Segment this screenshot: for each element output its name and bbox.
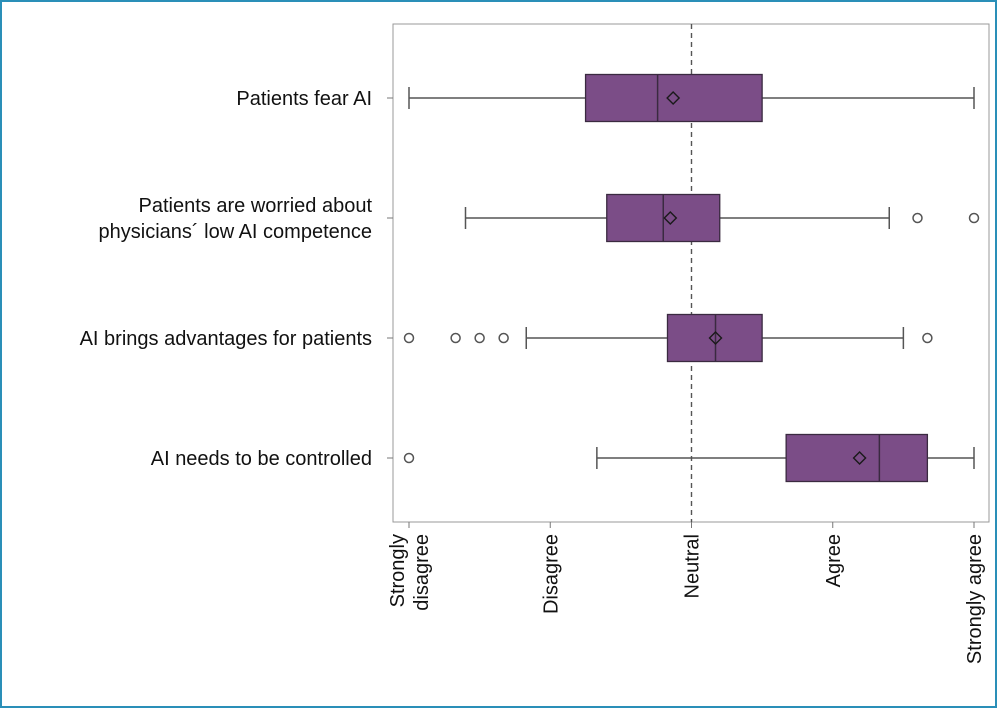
box-group-2: AI brings advantages for patients — [80, 313, 933, 363]
category-label: physicians´ low AI competence — [99, 221, 372, 243]
x-tick-label: Strongly agree — [964, 534, 986, 664]
iqr-box — [785, 433, 929, 483]
x-tick-label: Strongly — [387, 534, 409, 607]
outlier-point — [403, 452, 415, 464]
outlier-point — [922, 332, 933, 344]
outlier-point — [912, 212, 923, 224]
x-tick-label-group-4: Strongly agree — [964, 534, 986, 664]
x-tick-label: Neutral — [682, 534, 704, 598]
outlier-point — [450, 332, 461, 344]
outlier-point — [498, 332, 509, 344]
category-label: AI needs to be controlled — [151, 448, 372, 470]
category-label: Patients fear AI — [236, 88, 372, 110]
box-group-1: Patients are worried about physicians´ lo… — [99, 193, 980, 243]
iqr-box — [584, 73, 763, 123]
box-group-3: AI needs to be controlled — [151, 433, 975, 483]
mean-marker — [708, 331, 723, 345]
x-tick-label: disagree — [411, 534, 433, 611]
mean-marker — [663, 211, 678, 225]
x-tick-label: Agree — [823, 534, 845, 587]
outlier-point — [403, 332, 415, 344]
outlier-point — [474, 332, 485, 344]
category-label: Patients are worried about — [139, 195, 373, 217]
outlier-point — [968, 212, 980, 224]
x-tick-label-group-0: Strongly disagree — [387, 534, 433, 611]
x-tick-label-group-3: Agree — [823, 534, 845, 587]
mean-marker — [666, 91, 681, 105]
x-tick-label-group-2: Neutral — [682, 534, 704, 598]
x-tick-label: Disagree — [540, 534, 562, 614]
box-group-0: Patients fear AI — [236, 73, 975, 123]
x-tick-label-group-1: Disagree — [540, 534, 562, 614]
category-label: AI brings advantages for patients — [80, 328, 372, 350]
mean-marker — [852, 451, 867, 465]
